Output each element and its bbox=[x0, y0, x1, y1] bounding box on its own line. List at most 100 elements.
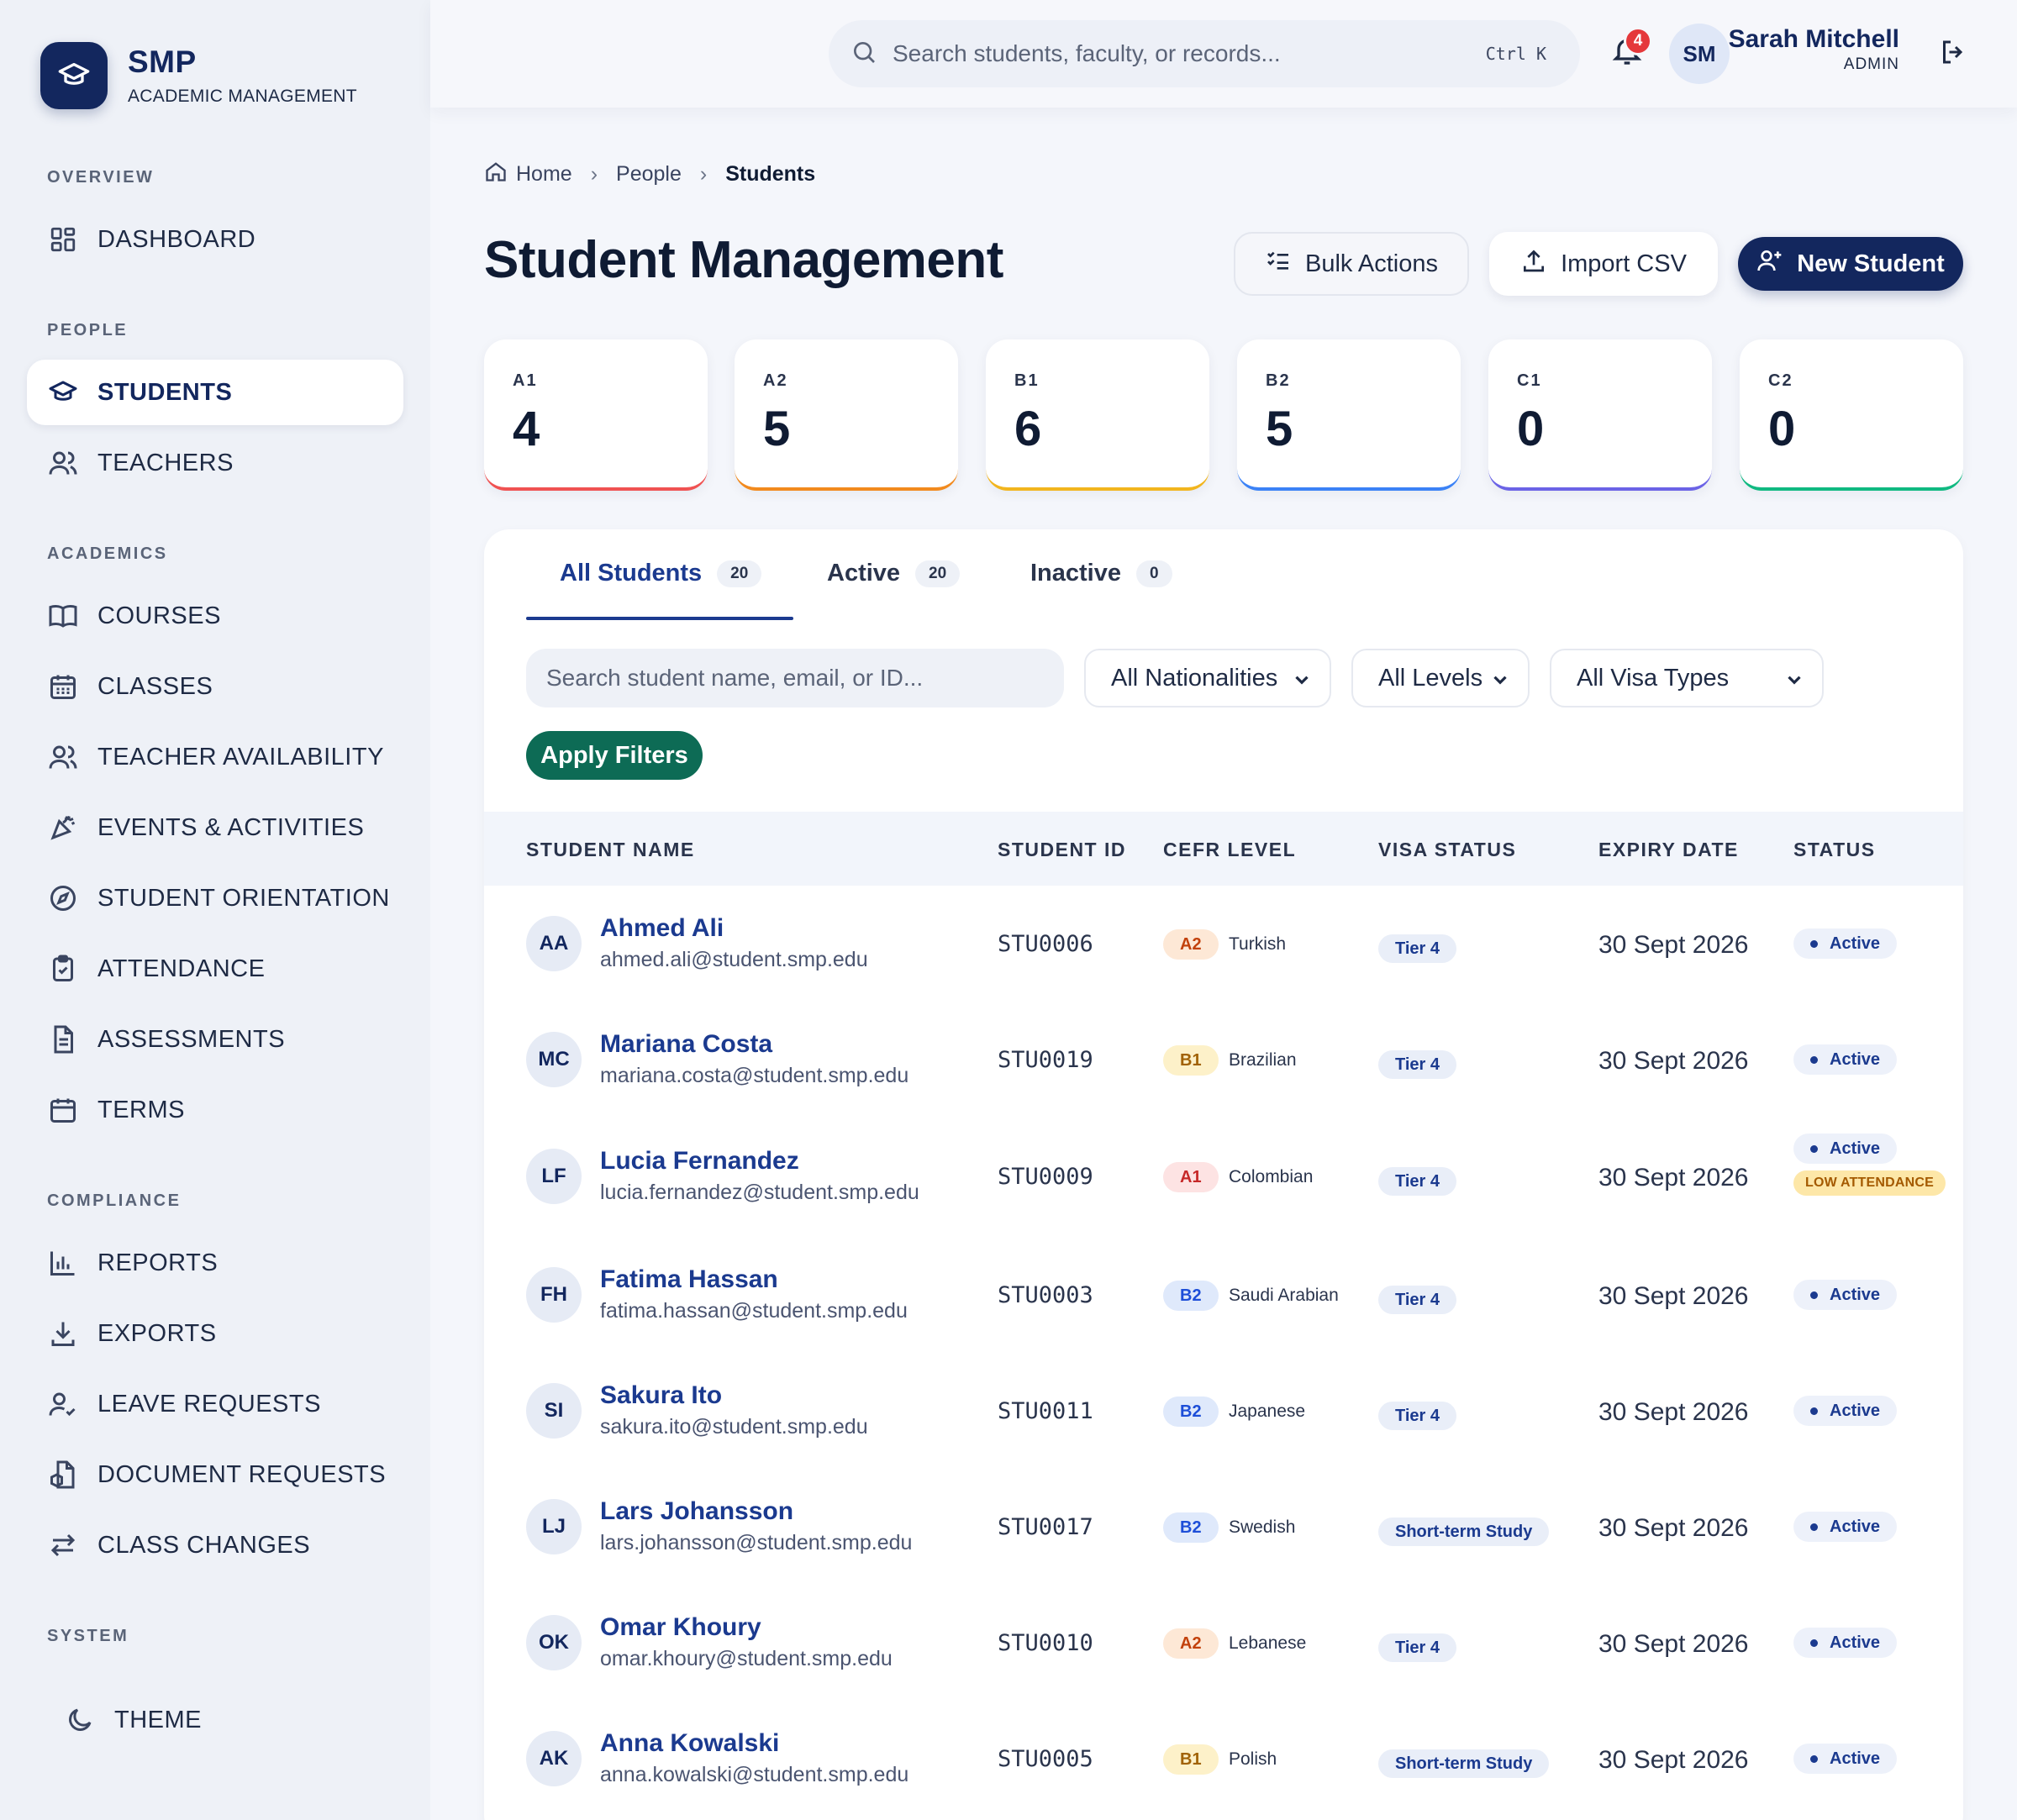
level-card-a1[interactable]: A1 4 bbox=[484, 339, 708, 491]
sidebar-item-exports[interactable]: EXPORTS bbox=[27, 1301, 403, 1366]
level-select-value: All Levels bbox=[1378, 664, 1483, 692]
brand-name: SMP bbox=[128, 45, 197, 79]
bulk-actions-button[interactable]: Bulk Actions bbox=[1234, 232, 1469, 296]
sidebar-item-reports[interactable]: REPORTS bbox=[27, 1230, 403, 1296]
level-card-b1[interactable]: B1 6 bbox=[986, 339, 1209, 491]
student-email: lucia.fernandez@student.smp.edu bbox=[600, 1181, 919, 1204]
download-icon bbox=[47, 1318, 79, 1349]
student-name-link[interactable]: Anna Kowalski bbox=[600, 1729, 780, 1757]
home-icon[interactable] bbox=[484, 160, 508, 189]
visa-select[interactable]: All Visa Types bbox=[1550, 649, 1824, 707]
search-shortcut: Ctrl K bbox=[1485, 44, 1546, 64]
student-name-link[interactable]: Lars Johansson bbox=[600, 1497, 794, 1525]
nationality-select-value: All Nationalities bbox=[1111, 664, 1278, 692]
sidebar-item-orientation[interactable]: STUDENT ORIENTATION bbox=[27, 865, 403, 931]
student-id: STU0003 bbox=[998, 1282, 1093, 1308]
level-card-c2[interactable]: C2 0 bbox=[1740, 339, 1963, 491]
sidebar-item-classes[interactable]: CLASSES bbox=[27, 654, 403, 719]
table-row[interactable]: SI Sakura Ito sakura.ito@student.smp.edu ST… bbox=[484, 1353, 1963, 1469]
sidebar-item-label: TEACHERS bbox=[97, 449, 234, 476]
student-name-link[interactable]: Sakura Ito bbox=[600, 1381, 723, 1409]
student-search-input[interactable]: Search student name, email, or ID... bbox=[526, 649, 1064, 707]
level-card-c1[interactable]: C1 0 bbox=[1488, 339, 1712, 491]
sidebar-item-dashboard[interactable]: DASHBOARD bbox=[27, 207, 403, 272]
table-row[interactable]: MC Mariana Costa mariana.costa@student.smp… bbox=[484, 1002, 1963, 1118]
logout-icon[interactable] bbox=[1938, 37, 1972, 71]
document-icon bbox=[47, 1023, 79, 1055]
upload-icon bbox=[1520, 247, 1561, 281]
list-check-icon bbox=[1265, 247, 1305, 281]
status-dot-icon bbox=[1810, 939, 1818, 948]
table-row[interactable]: OK Omar Khoury omar.khoury@student.smp.edu… bbox=[484, 1585, 1963, 1701]
nationality-select[interactable]: All Nationalities bbox=[1084, 649, 1331, 707]
tab-count: 20 bbox=[717, 560, 762, 587]
import-csv-button[interactable]: Import CSV bbox=[1489, 232, 1718, 296]
file-box-icon bbox=[47, 1459, 79, 1491]
sidebar-item-label: CLASS CHANGES bbox=[97, 1531, 311, 1559]
dashboard-icon bbox=[47, 224, 79, 255]
level-card-label: B2 bbox=[1266, 371, 1291, 390]
new-student-label: New Student bbox=[1797, 250, 1945, 277]
status-badge: Active bbox=[1793, 928, 1898, 959]
sidebar-item-teacher-availability[interactable]: TEACHER AVAILABILITY bbox=[27, 724, 403, 790]
table-row[interactable]: AK Anna Kowalski anna.kowalski@student.smp… bbox=[484, 1701, 1963, 1817]
sidebar-item-label: COURSES bbox=[97, 602, 221, 629]
sidebar-item-courses[interactable]: COURSES bbox=[27, 583, 403, 649]
new-student-button[interactable]: New Student bbox=[1738, 237, 1963, 291]
student-name-link[interactable]: Ahmed Ali bbox=[600, 914, 724, 942]
tab-active[interactable]: Active 20 bbox=[827, 560, 961, 587]
sidebar-item-teachers[interactable]: TEACHERS bbox=[27, 430, 403, 496]
sidebar-item-label: EXPORTS bbox=[97, 1319, 217, 1347]
tab-label: Inactive bbox=[1030, 560, 1121, 587]
column-header-expiry[interactable]: EXPIRY DATE bbox=[1598, 839, 1739, 860]
column-header-name[interactable]: STUDENT NAME bbox=[526, 839, 695, 860]
status-label: Active bbox=[1830, 934, 1881, 953]
expiry-date: 30 Sept 2026 bbox=[1598, 1746, 1749, 1774]
level-card-label: A1 bbox=[513, 371, 538, 390]
visa-badge: Tier 4 bbox=[1378, 1050, 1456, 1079]
level-card-b2[interactable]: B2 5 bbox=[1237, 339, 1461, 491]
student-name-link[interactable]: Omar Khoury bbox=[600, 1613, 761, 1641]
status-label: Active bbox=[1830, 1139, 1881, 1158]
avatar[interactable]: SM bbox=[1669, 24, 1730, 84]
sidebar-item-assessments[interactable]: ASSESSMENTS bbox=[27, 1007, 403, 1072]
sidebar-item-leave-requests[interactable]: LEAVE REQUESTS bbox=[27, 1371, 403, 1437]
active-tab-indicator bbox=[526, 617, 793, 620]
table-row[interactable]: FH Fatima Hassan fatima.hassan@student.smp… bbox=[484, 1237, 1963, 1353]
level-card-count: 4 bbox=[513, 402, 540, 456]
sidebar-item-events[interactable]: EVENTS & ACTIVITIES bbox=[27, 795, 403, 860]
column-header-status[interactable]: STATUS bbox=[1793, 839, 1876, 860]
global-search[interactable]: Search students, faculty, or records... … bbox=[829, 20, 1580, 87]
student-id: STU0017 bbox=[998, 1514, 1093, 1540]
table-row[interactable]: LJ Lars Johansson lars.johansson@student.s… bbox=[484, 1469, 1963, 1585]
status-badge: Active bbox=[1793, 1044, 1898, 1075]
search-input[interactable]: Search students, faculty, or records... bbox=[893, 40, 1281, 66]
sidebar-item-attendance[interactable]: ATTENDANCE bbox=[27, 936, 403, 1002]
brand[interactable]: SMP ACADEMIC MANAGEMENT bbox=[40, 42, 357, 109]
sidebar-item-terms[interactable]: TERMS bbox=[27, 1077, 403, 1143]
apply-filters-button[interactable]: Apply Filters bbox=[526, 731, 703, 780]
student-email: lars.johansson@student.smp.edu bbox=[600, 1531, 913, 1554]
student-name-link[interactable]: Fatima Hassan bbox=[600, 1265, 778, 1293]
column-header-id[interactable]: STUDENT ID bbox=[998, 839, 1126, 860]
student-name-link[interactable]: Mariana Costa bbox=[600, 1030, 773, 1058]
tab-inactive[interactable]: Inactive 0 bbox=[1030, 560, 1172, 587]
nationality: Lebanese bbox=[1229, 1633, 1307, 1653]
sidebar-item-label: THEME bbox=[114, 1706, 202, 1733]
sidebar-item-class-changes[interactable]: CLASS CHANGES bbox=[27, 1512, 403, 1578]
table-row[interactable]: AA Ahmed Ali ahmed.ali@student.smp.edu STU0… bbox=[484, 886, 1963, 1002]
column-header-visa[interactable]: VISA STATUS bbox=[1378, 839, 1517, 860]
student-id: STU0009 bbox=[998, 1164, 1093, 1190]
breadcrumb-home[interactable]: Home bbox=[516, 162, 572, 186]
student-email: omar.khoury@student.smp.edu bbox=[600, 1647, 893, 1670]
breadcrumb-people[interactable]: People bbox=[616, 162, 682, 186]
table-row[interactable]: LF Lucia Fernandez lucia.fernandez@student… bbox=[484, 1118, 1963, 1234]
tab-all-students[interactable]: All Students 20 bbox=[560, 560, 762, 587]
sidebar-item-theme[interactable]: THEME bbox=[27, 1687, 403, 1753]
column-header-cefr[interactable]: CEFR LEVEL bbox=[1163, 839, 1297, 860]
student-name-link[interactable]: Lucia Fernandez bbox=[600, 1147, 799, 1175]
level-select[interactable]: All Levels bbox=[1351, 649, 1530, 707]
level-card-a2[interactable]: A2 5 bbox=[735, 339, 958, 491]
sidebar-item-document-requests[interactable]: DOCUMENT REQUESTS bbox=[27, 1442, 403, 1507]
sidebar-item-students[interactable]: STUDENTS bbox=[27, 360, 403, 425]
